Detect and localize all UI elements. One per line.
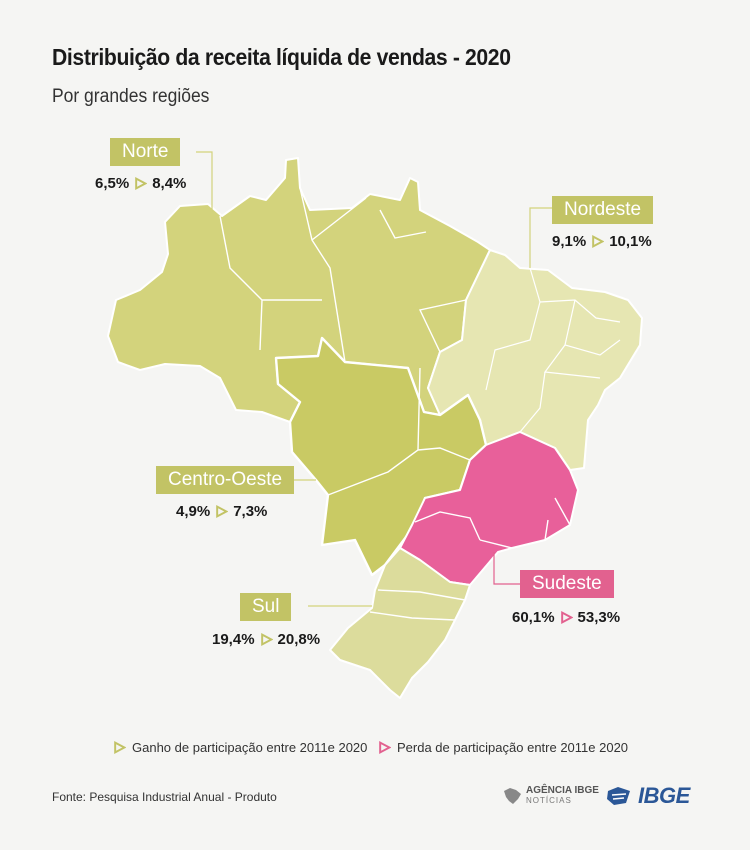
- norte-state-lines: [219, 187, 467, 363]
- gain-triangle-icon: [216, 505, 229, 518]
- stat-norte-to: 8,4%: [152, 175, 187, 192]
- stat-sudeste-from: 60,1%: [512, 609, 555, 626]
- stat-sudeste: 60,1% 53,3%: [512, 609, 620, 626]
- stat-sul-to: 20,8%: [277, 631, 321, 648]
- stat-centro-oeste-from: 4,9%: [176, 503, 211, 520]
- stat-centro-oeste: 4,9% 7,3%: [176, 503, 267, 520]
- label-nordeste: Nordeste: [552, 196, 654, 224]
- legend-loss-text: Perda de participação entre 2011e 2020: [397, 740, 629, 755]
- stat-sudeste-to: 53,3%: [577, 609, 621, 626]
- stat-norte-from: 6,5%: [95, 175, 130, 192]
- loss-triangle-icon: [379, 741, 391, 754]
- stat-nordeste-from: 9,1%: [552, 233, 587, 250]
- region-sudeste-shape[interactable]: [399, 431, 579, 586]
- leader-nordeste: [529, 207, 552, 268]
- label-centro-oeste: Centro-Oeste: [156, 466, 295, 494]
- loss-triangle-icon: [560, 611, 573, 624]
- nordeste-state-lines: [485, 267, 621, 433]
- agencia-sub: NOTÍCIAS: [526, 796, 572, 805]
- sul-state-lines: [369, 589, 466, 621]
- legend-gain: Ganho de participação entre 2011e 2020: [113, 740, 367, 755]
- stat-norte: 6,5% 8,4%: [95, 175, 186, 192]
- leader-norte: [196, 151, 213, 212]
- gain-triangle-icon: [592, 235, 605, 248]
- ibge-name: IBGE: [638, 783, 690, 808]
- page-title: Distribuição da receita líquida de venda…: [52, 44, 511, 70]
- stat-nordeste-to: 10,1%: [609, 233, 652, 250]
- gain-triangle-icon: [260, 633, 273, 646]
- brazil-map-small-icon: [504, 787, 521, 804]
- legend-gain-text: Ganho de participação entre 2011e 2020: [132, 740, 368, 755]
- region-sul-shape[interactable]: [329, 547, 471, 699]
- leader-sudeste: [493, 552, 520, 585]
- stat-centro-oeste-to: 7,3%: [233, 503, 268, 520]
- agencia-ibge-logo: AGÊNCIA IBGE NOTÍCIAS: [502, 786, 599, 805]
- label-sul: Sul: [240, 593, 292, 621]
- agencia-name: AGÊNCIA IBGE: [526, 785, 599, 796]
- ibge-emblem-icon: [607, 787, 630, 805]
- region-nordeste-shape[interactable]: [427, 249, 643, 471]
- label-norte: Norte: [110, 138, 181, 166]
- gain-triangle-icon: [135, 177, 148, 190]
- page-subtitle: Por grandes regiões: [52, 86, 210, 107]
- stat-nordeste: 9,1% 10,1%: [552, 233, 652, 250]
- stat-sul-from: 19,4%: [212, 631, 255, 648]
- legend-loss: Perda de participação entre 2011e 2020: [378, 740, 628, 755]
- gain-triangle-icon: [114, 741, 126, 754]
- stat-sul: 19,4% 20,8%: [212, 631, 320, 648]
- source-note: Fonte: Pesquisa Industrial Anual - Produ…: [52, 790, 277, 804]
- centro-oeste-state-lines: [327, 367, 471, 496]
- ibge-logo: IBGE: [604, 783, 690, 809]
- label-sudeste: Sudeste: [520, 570, 614, 598]
- sudeste-state-lines: [414, 497, 571, 549]
